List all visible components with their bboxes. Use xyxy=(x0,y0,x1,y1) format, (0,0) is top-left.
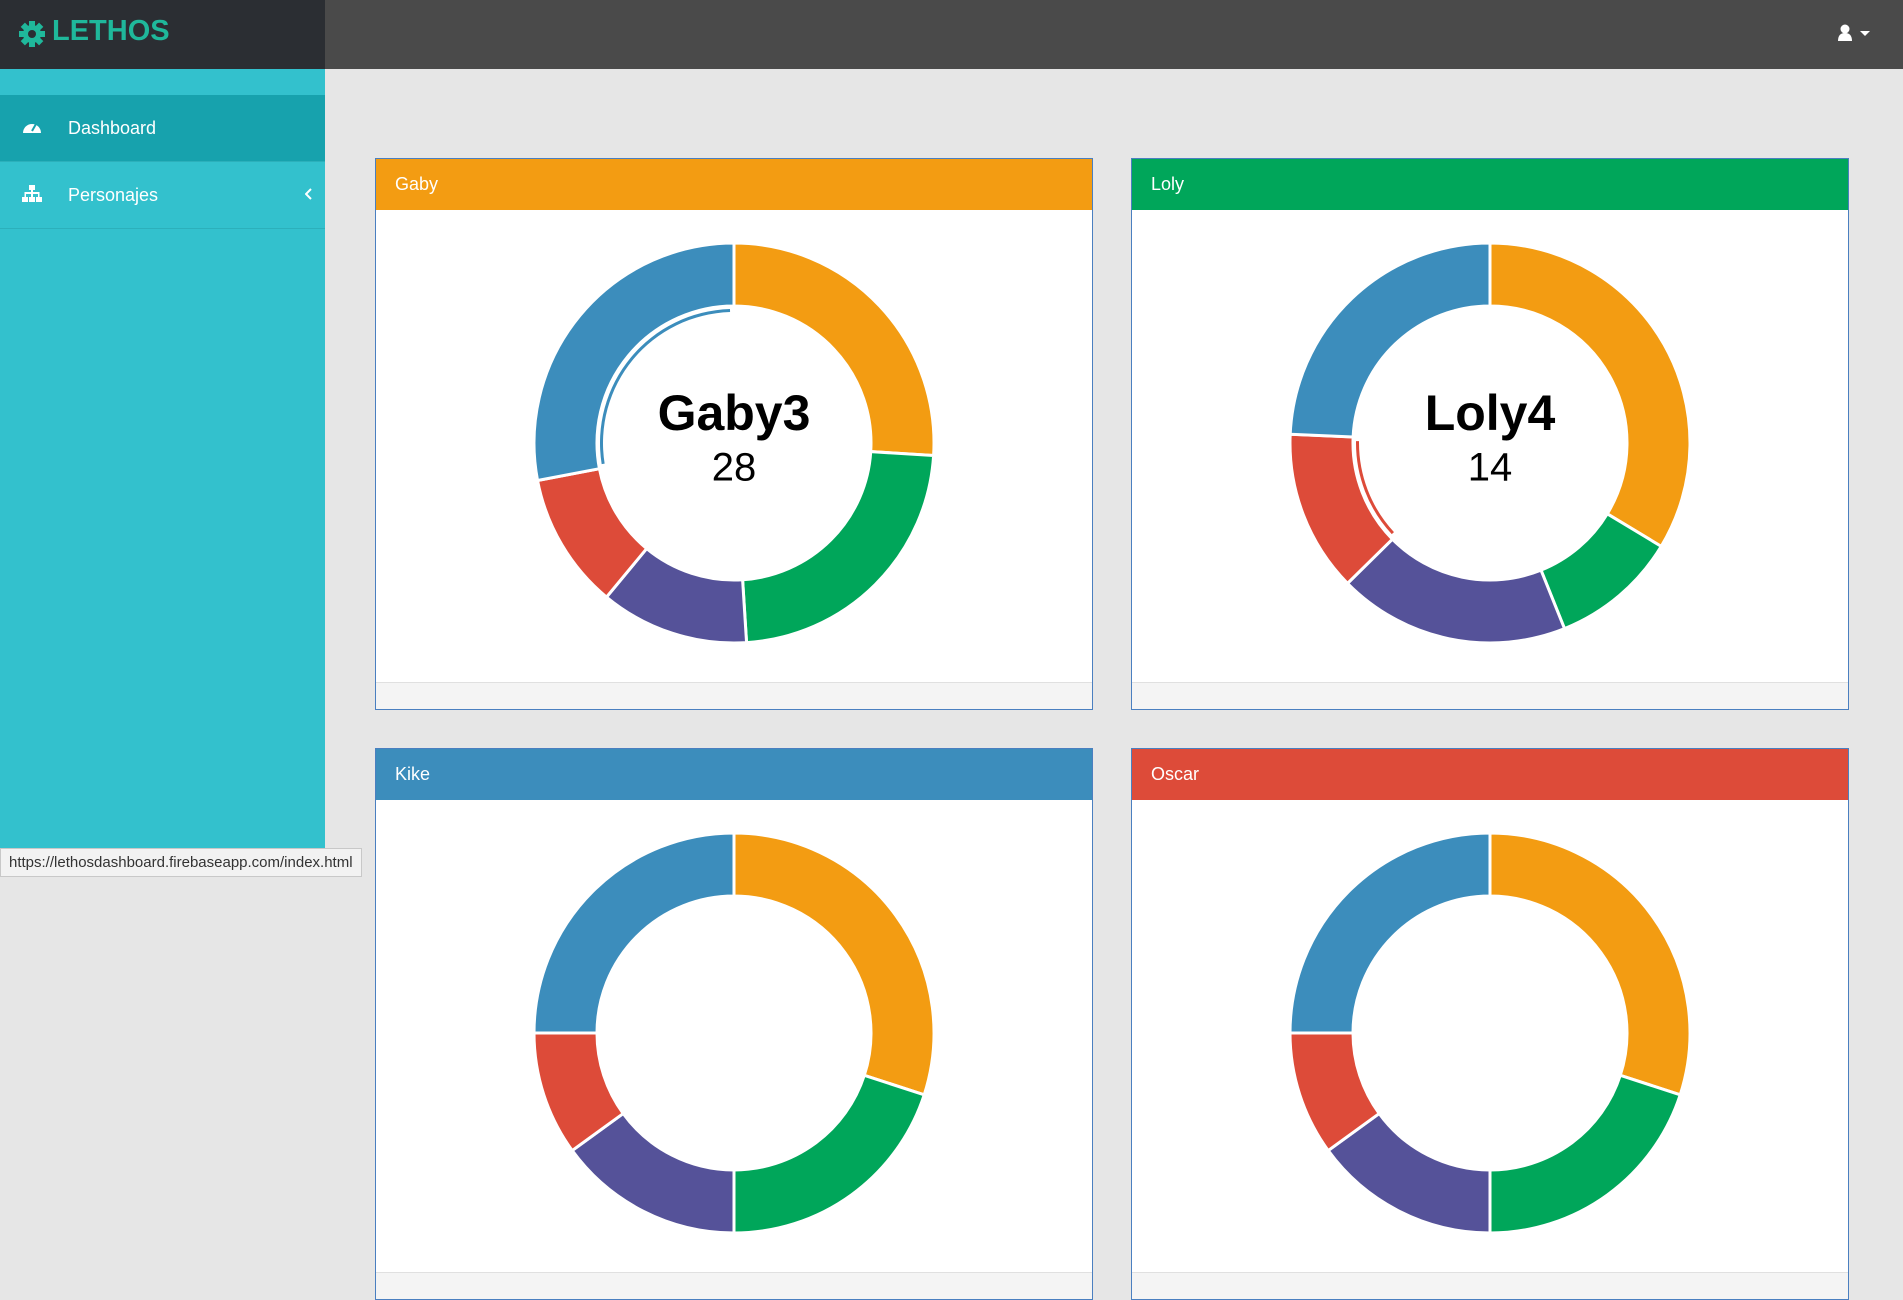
doughnut-segment xyxy=(1488,1073,1683,1235)
nav-item[interactable]: Personajes xyxy=(0,162,325,229)
chart-card: Oscar xyxy=(1131,748,1849,1300)
nav-item[interactable]: Dashboard xyxy=(0,95,325,162)
status-bar: https://lethosdashboard.firebaseapp.com/… xyxy=(0,848,362,877)
doughnut-chart xyxy=(532,831,936,1235)
brand[interactable]: LETHOS xyxy=(52,15,170,47)
card-title: Gaby xyxy=(395,174,439,194)
chart-card: Gaby Gaby3 28 xyxy=(375,158,1093,710)
card-header: Oscar xyxy=(1132,749,1848,800)
doughnut-chart: Gaby3 28 xyxy=(532,241,936,645)
dashboard-icon xyxy=(23,123,41,133)
sidebar: Dashboard Personajes xyxy=(0,69,325,876)
nav-label: Dashboard xyxy=(68,118,157,138)
doughnut-chart: Loly4 14 xyxy=(1288,241,1692,645)
gear-icon xyxy=(19,21,45,47)
doughnut-segment xyxy=(1288,241,1492,439)
chart-card: Kike xyxy=(375,748,1093,1300)
doughnut-segment xyxy=(732,241,936,458)
card-header: Loly xyxy=(1132,159,1848,210)
center-label: Gaby3 xyxy=(658,385,811,441)
doughnut-segment xyxy=(532,241,736,483)
doughnut-chart xyxy=(1288,831,1692,1235)
card-title: Oscar xyxy=(1151,764,1200,784)
card-title: Kike xyxy=(395,764,431,784)
doughnut-segment xyxy=(732,1073,927,1235)
doughnut-segment xyxy=(1488,831,1692,1097)
center-label: Loly4 xyxy=(1425,385,1556,441)
card-footer xyxy=(376,1272,1092,1299)
card-header: Gaby xyxy=(376,159,1092,210)
doughnut-segment xyxy=(741,450,936,645)
sitemap-icon xyxy=(22,185,42,202)
card-footer xyxy=(376,682,1092,709)
chevron-icon xyxy=(305,188,312,200)
brand-area: LETHOS xyxy=(0,0,325,69)
chart-card: Loly Loly4 14 xyxy=(1131,158,1849,710)
center-value: 28 xyxy=(712,446,757,490)
doughnut-segment xyxy=(1345,537,1567,645)
card-footer xyxy=(1132,1272,1848,1299)
card-title: Loly xyxy=(1151,174,1185,194)
user-menu[interactable] xyxy=(1838,24,1872,42)
card-header: Kike xyxy=(376,749,1092,800)
nav-label: Personajes xyxy=(68,185,159,205)
card-footer xyxy=(1132,682,1848,709)
top-bar xyxy=(325,0,1903,69)
doughnut-segment xyxy=(532,831,736,1035)
doughnut-segment xyxy=(1288,831,1492,1035)
center-value: 14 xyxy=(1468,446,1513,490)
doughnut-segment xyxy=(732,831,936,1097)
doughnut-segment xyxy=(1488,241,1692,549)
